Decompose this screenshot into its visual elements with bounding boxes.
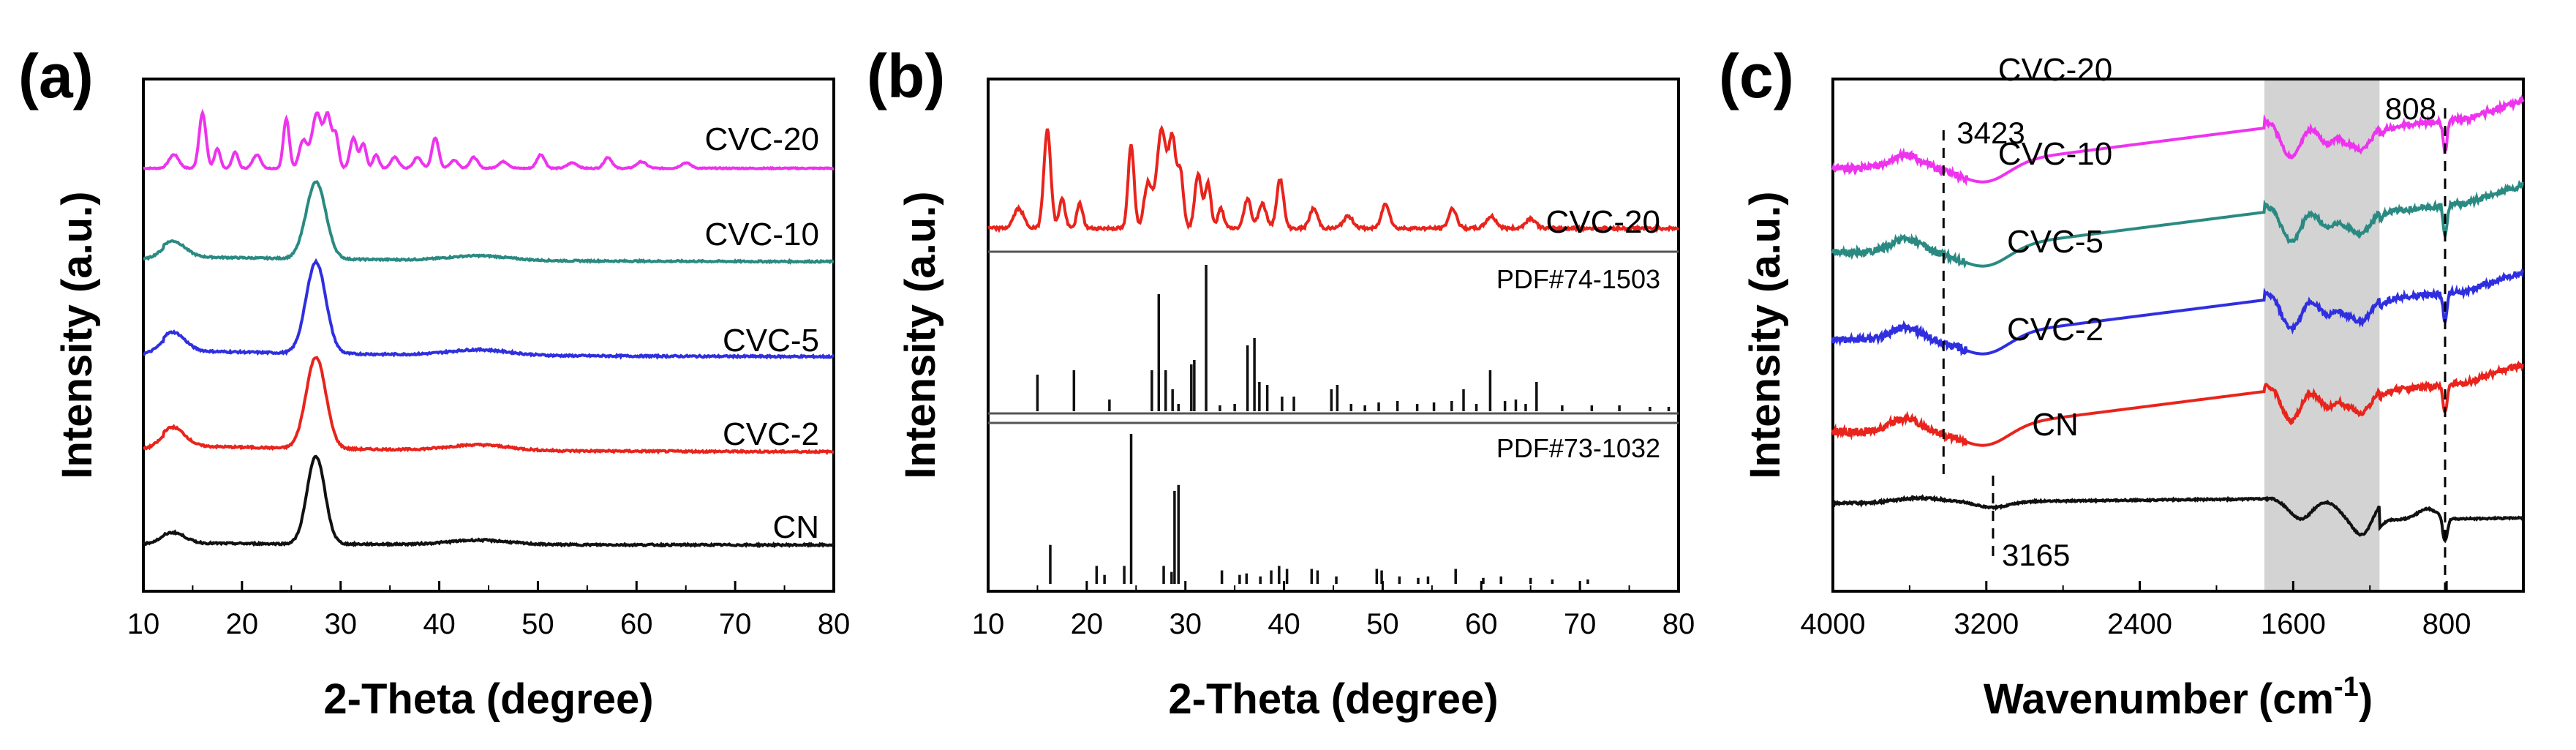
x-tick-label: 50	[1366, 608, 1399, 640]
x-tick-label: 10	[972, 608, 1005, 640]
panel-c: (c) CVC-20 CVC-10 CVC-5 CVC-2 CN 3423 808 31…	[1719, 42, 2525, 723]
x-tick-label: 4000	[1801, 608, 1866, 640]
x-tick-label: 80	[1662, 608, 1695, 640]
plot-frame-c	[1831, 78, 2525, 593]
series-label-cvc-5: CVC-5	[723, 323, 819, 359]
series-label-b-cvc20: CVC-20	[1546, 204, 1661, 240]
x-axis-ticks-c: 4000 3200 2400 1600 800	[1801, 581, 2471, 640]
ftir-curve-cvc-2	[1831, 360, 2524, 447]
series-label-cvc-5: CVC-5	[2007, 224, 2104, 260]
annotation-3423: 3423	[1957, 116, 2025, 150]
x-tick-label: 70	[1564, 608, 1597, 640]
series-label-cn: CN	[2032, 407, 2079, 443]
y-axis-title-c: Intensity (a.u.)	[1741, 191, 1789, 479]
xrd-curve-cvc-2	[143, 356, 835, 456]
panel-a: (a) CVC-20 CVC-10 CVC-5 CVC-2 CN 10 20 30 40 50 6…	[18, 42, 850, 723]
y-axis-title-b: Intensity (a.u.)	[897, 191, 944, 479]
panel-label-a: (a)	[18, 42, 94, 110]
x-tick-label: 70	[719, 608, 752, 640]
ftir-curve-cvc-20	[1831, 94, 2525, 187]
x-axis-title-c-main: Wavenumber	[1984, 675, 2248, 723]
xrd-curve-cn	[142, 454, 835, 549]
panel-b: (b) CVC-20 PDF#74-1503 PDF#73-1032 10 20 3…	[867, 42, 1695, 723]
x-tick-label: 80	[818, 608, 851, 640]
xrd-curve-cvc-20	[143, 108, 835, 171]
x-tick-label: 800	[2422, 608, 2471, 640]
reference-dashes-c	[1942, 108, 2447, 591]
xrd-curve-cvc-20	[987, 124, 1680, 233]
xrd-curve-b	[987, 124, 1680, 233]
x-axis-title-c-unit: (cm	[2259, 675, 2334, 723]
ftir-curve-cn	[1832, 494, 2525, 544]
x-tick-label: 1600	[2261, 608, 2326, 640]
x-tick-label: 2400	[2107, 608, 2172, 640]
x-tick-label: 50	[521, 608, 554, 640]
xrd-curves-a	[142, 108, 835, 549]
x-axis-title-c-sup: -1	[2334, 672, 2359, 702]
reference-label-b-73-1032: PDF#73-1032	[1496, 433, 1660, 463]
x-tick-label: 10	[127, 608, 160, 640]
y-axis-title-a: Intensity (a.u.)	[53, 191, 101, 479]
x-axis-title-b: 2-Theta (degree)	[1168, 675, 1498, 723]
reference-sticks-b	[1036, 265, 1671, 584]
ftir-curve-cvc-10	[1831, 179, 2524, 269]
x-tick-label: 30	[324, 608, 357, 640]
x-tick-label: 40	[1268, 608, 1300, 640]
series-labels-a: CVC-20 CVC-10 CVC-5 CVC-2 CN	[705, 121, 820, 545]
plot-frame-b	[987, 78, 1680, 593]
x-axis-ticks-b: 10 20 30 40 50 60 70 80	[972, 581, 1695, 640]
annotation-3165: 3165	[2002, 538, 2070, 572]
reference-label-b-74-1503: PDF#74-1503	[1496, 264, 1660, 294]
series-label-cvc-20: CVC-20	[705, 121, 820, 157]
x-axis-ticks-a: 10 20 30 40 50 60 70 80	[127, 581, 851, 640]
series-label-cvc-2: CVC-2	[2007, 312, 2104, 348]
ftir-curves-c	[1831, 94, 2525, 544]
series-label-cvc-2: CVC-2	[723, 416, 819, 452]
series-label-cn: CN	[772, 509, 819, 545]
x-tick-label: 60	[1465, 608, 1498, 640]
x-axis-title-a: 2-Theta (degree)	[323, 675, 653, 723]
series-label-cvc-10: CVC-10	[1998, 136, 2113, 172]
x-axis-title-c-close: )	[2359, 675, 2373, 723]
x-tick-label: 60	[620, 608, 653, 640]
xrd-curve-cvc-10	[143, 180, 835, 265]
series-labels-c: CVC-20 CVC-10 CVC-5 CVC-2 CN	[1998, 52, 2113, 443]
series-label-cvc-20: CVC-20	[1998, 52, 2113, 88]
panel-label-b: (b)	[867, 42, 945, 110]
ftir-curve-cvc-5	[1831, 269, 2524, 356]
x-tick-label: 40	[423, 608, 456, 640]
x-tick-label: 30	[1169, 608, 1202, 640]
shaded-region-c	[2264, 79, 2380, 591]
x-axis-title-c: Wavenumber (cm-1)	[1984, 672, 2373, 723]
annotation-808: 808	[2385, 91, 2436, 126]
x-tick-label: 20	[1071, 608, 1104, 640]
xrd-curve-cvc-5	[143, 258, 835, 360]
series-label-cvc-10: CVC-10	[705, 217, 820, 252]
x-tick-label: 3200	[1954, 608, 2019, 640]
x-tick-label: 20	[226, 608, 259, 640]
panel-label-c: (c)	[1719, 42, 1794, 110]
